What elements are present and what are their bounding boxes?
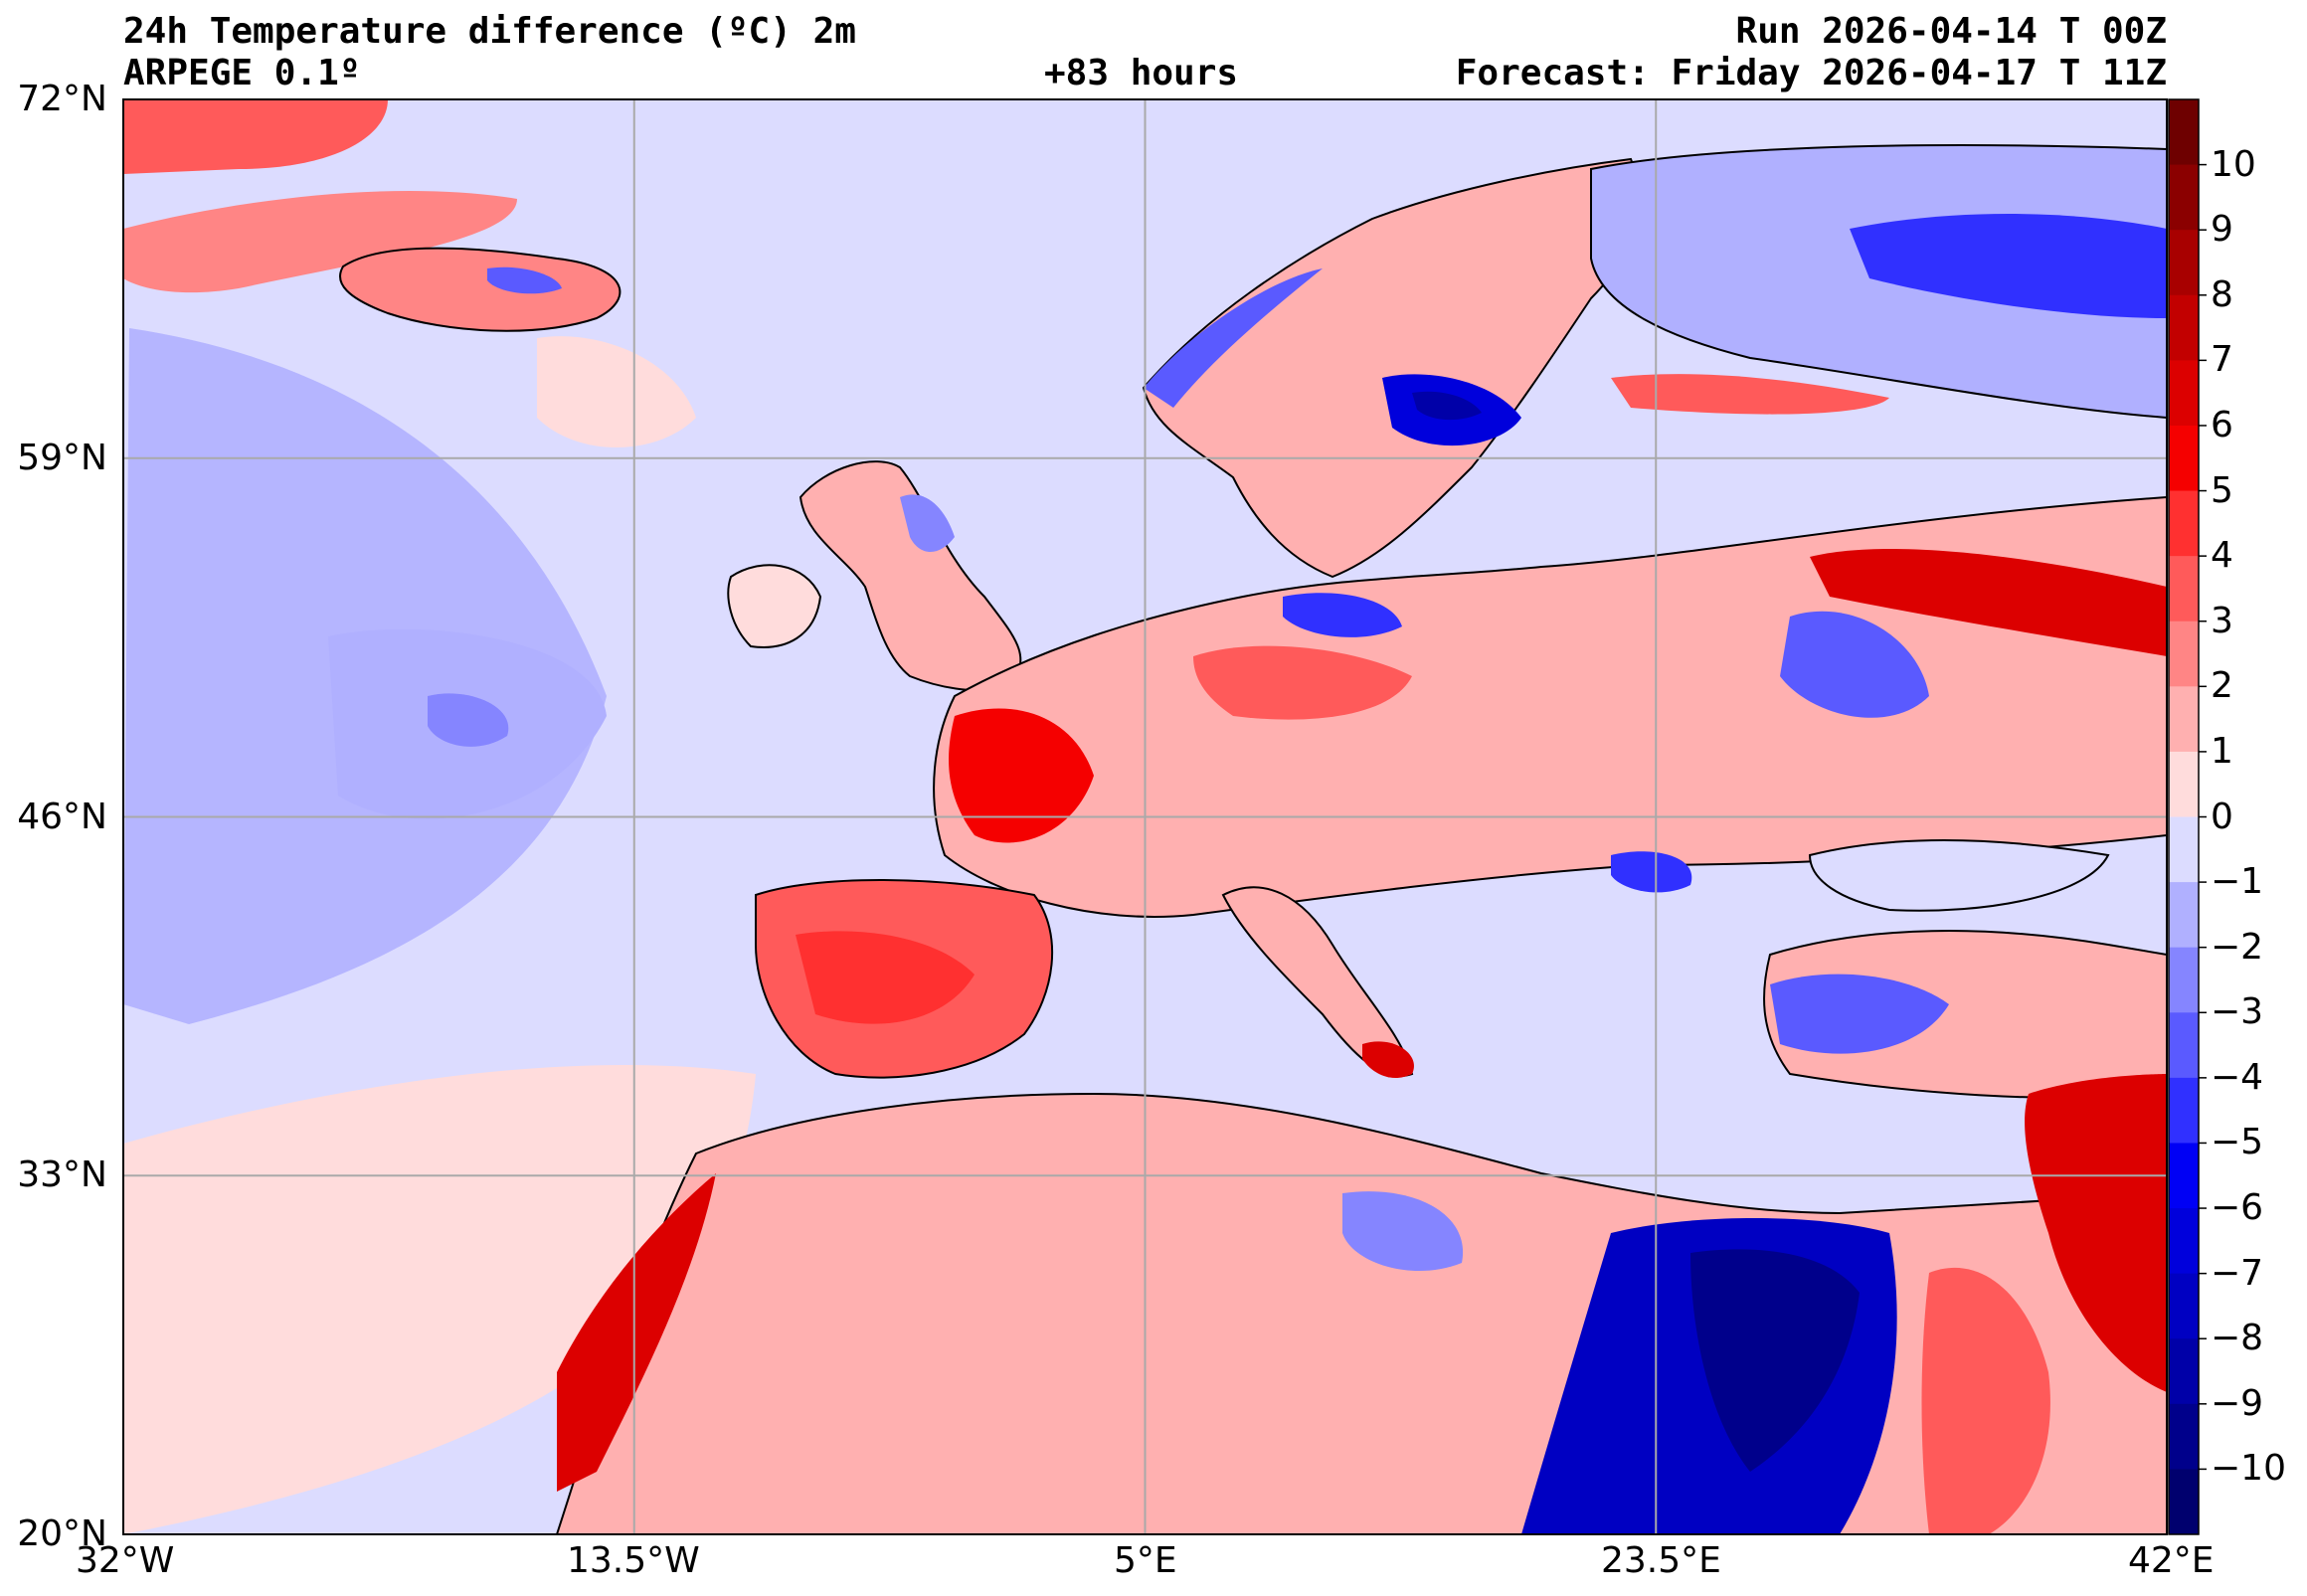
scandinavia (1142, 157, 1640, 579)
colorbar-label: 8 (2211, 273, 2233, 315)
colorbar-label: −1 (2211, 861, 2264, 903)
colorbar-label: 7 (2211, 339, 2233, 381)
colorbar-label: 3 (2211, 600, 2233, 641)
colorbar-segment (2169, 816, 2199, 883)
colorbar-label: 0 (2211, 796, 2233, 837)
lon-tick-32w: 32°W (76, 1540, 175, 1581)
colorbar-label: 5 (2211, 469, 2233, 511)
map-title: 24h Temperature difference (ºC) 2m (123, 11, 856, 52)
middle-east-warm (2025, 1074, 2167, 1392)
lat-tick-59: 59°N (17, 438, 107, 478)
norway-coast-cool (1144, 268, 1323, 408)
colorbar-segment (2169, 1469, 2199, 1535)
run-label: Run 2026-04-14 T 00Z (1735, 11, 2167, 52)
colorbar (2168, 98, 2207, 1535)
colorbar-segment (2169, 1273, 2199, 1339)
baltic-warm-band (1611, 374, 1889, 415)
black-sea (1808, 839, 2110, 912)
colorbar-label: −2 (2211, 926, 2264, 968)
france-warm (949, 708, 1094, 843)
sicily (1362, 1041, 1414, 1079)
colorbar-segment (2169, 1403, 2199, 1470)
colorbar-segment (2169, 490, 2199, 557)
iceland-cool-spot (487, 266, 562, 294)
colorbar-label: −7 (2211, 1252, 2264, 1294)
colorbar-segment (2169, 947, 2199, 1013)
colorbar-segment (2169, 621, 2199, 687)
colorbar-segment (2169, 294, 2199, 361)
iceland (339, 247, 621, 332)
colorbar-segment (2169, 1077, 2199, 1144)
colorbar-segment (2169, 425, 2199, 492)
atlantic-warm-streak (123, 190, 517, 293)
colorbar-segment (2169, 360, 2199, 427)
colorbar-label: −9 (2211, 1382, 2264, 1424)
lon-tick-5e: 5°E (1114, 1540, 1177, 1581)
russia-warm-band (1810, 548, 2167, 656)
libya-cool (1342, 1191, 1464, 1272)
colorbar-label: 4 (2211, 535, 2233, 577)
atlantic-cool-core (428, 693, 509, 747)
colorbar-segment (2169, 751, 2199, 817)
colorbar-label: 2 (2211, 665, 2233, 707)
map-frame (122, 98, 2168, 1535)
red-sea-warm (1921, 1267, 2050, 1534)
colorbar-segment (2169, 164, 2199, 231)
colorbar-label: 1 (2211, 730, 2233, 772)
egypt-cold-core (1690, 1249, 1860, 1472)
model-label: ARPEGE 0.1º (123, 53, 361, 93)
colorbar-label: 9 (2211, 209, 2233, 251)
colorbar-label: −6 (2211, 1187, 2264, 1229)
colorbar-segment (2169, 686, 2199, 753)
anatolia-cool (1770, 974, 1949, 1054)
germany-warm (1193, 645, 1412, 720)
colorbar-label: 10 (2211, 143, 2256, 185)
atlantic-warm-south (123, 1064, 756, 1534)
iberia-warm-core (796, 931, 975, 1024)
colorbar-label: −5 (2211, 1122, 2264, 1163)
colorbar-segment (2169, 556, 2199, 622)
colorbar-segment (2169, 230, 2199, 296)
colorbar-label: −8 (2211, 1318, 2264, 1359)
scotland-cool (900, 494, 955, 552)
kola-cold (1850, 214, 2167, 318)
colorbar-segment (2169, 99, 2199, 166)
colorbar-label: −4 (2211, 1056, 2264, 1098)
lat-tick-72: 72°N (17, 79, 107, 119)
belarus-cool (1780, 611, 1929, 718)
morocco-coast-warm (557, 1173, 716, 1492)
lon-tick-13-5w: 13.5°W (567, 1540, 700, 1581)
colorbar-label: −10 (2211, 1448, 2286, 1490)
colorbar-segment (2169, 1143, 2199, 1209)
colorbar-segment (2169, 882, 2199, 949)
colorbar-segment (2169, 1338, 2199, 1405)
forecast-label: Forecast: Friday 2026-04-17 T 11Z (1455, 53, 2167, 93)
ireland (727, 564, 822, 648)
lon-tick-23-5e: 23.5°E (1601, 1540, 1721, 1581)
lead-time-label: +83 hours (1044, 53, 1239, 93)
greenland-warm (123, 99, 388, 174)
colorbar-label: −3 (2211, 991, 2264, 1033)
grid-lines (123, 99, 2167, 1534)
sweden-cold-center (1412, 391, 1482, 421)
colorbar-label: 6 (2211, 404, 2233, 445)
atlantic-warm-patch-1 (537, 336, 696, 447)
denmark-cool (1283, 593, 1402, 637)
lat-tick-33: 33°N (17, 1154, 107, 1195)
lon-tick-42e: 42°E (2128, 1540, 2215, 1581)
lat-tick-20: 20°N (17, 1513, 107, 1554)
finland-russia-north (1590, 144, 2167, 420)
colorbar-segment (2169, 1012, 2199, 1079)
lat-tick-46: 46°N (17, 797, 107, 837)
colorbar-segment (2169, 1208, 2199, 1275)
romania-cool (1611, 851, 1692, 893)
map-field (123, 99, 2167, 1534)
